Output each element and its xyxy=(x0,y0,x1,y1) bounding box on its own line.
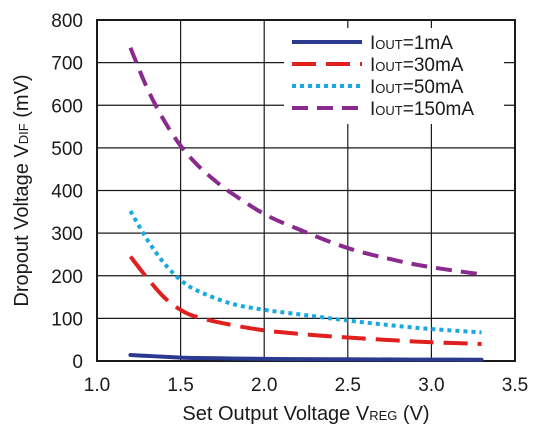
legend-label-suffix: =150mA xyxy=(403,99,475,120)
y-tick-labels: 0 100 200 300 400 500 600 700 800 xyxy=(51,11,83,373)
x-tick-label: 2.0 xyxy=(251,375,277,396)
x-axis-title-unit: (V) xyxy=(397,403,429,425)
x-tick-label: 2.5 xyxy=(335,375,361,396)
legend-label-suffix: =30mA xyxy=(403,55,464,76)
legend-label-subscript: OUT xyxy=(375,37,403,52)
legend-label-subscript: OUT xyxy=(375,81,403,96)
x-tick-label: 3.0 xyxy=(418,375,444,396)
y-tick-label: 700 xyxy=(51,54,83,75)
legend-label: IOUT=50mA xyxy=(370,77,464,98)
y-tick-label: 600 xyxy=(51,96,83,117)
x-axis-title: Set Output Voltage VREG (V) xyxy=(182,403,429,425)
y-axis-title-main: Dropout Voltage V xyxy=(11,144,33,307)
legend-label: IOUT=150mA xyxy=(370,99,474,120)
legend-label-suffix: =50mA xyxy=(403,77,464,98)
legend-label-subscript: OUT xyxy=(375,59,403,74)
y-tick-label: 300 xyxy=(51,224,83,245)
legend-label-prefix: I xyxy=(370,55,375,76)
legend-label-prefix: I xyxy=(370,33,375,54)
x-tick-labels: 1.0 1.5 2.0 2.5 3.0 3.5 xyxy=(84,375,528,396)
y-tick-label: 800 xyxy=(51,11,83,32)
y-tick-label: 0 xyxy=(72,352,83,373)
series-line-1 xyxy=(128,353,484,362)
legend-label-prefix: I xyxy=(370,77,375,98)
x-tick-label: 3.5 xyxy=(502,375,528,396)
x-axis-title-subscript: REG xyxy=(369,408,397,423)
legend-label-suffix: =1mA xyxy=(403,33,453,54)
series-line-3 xyxy=(128,209,482,335)
y-axis-title-subscript: DIF xyxy=(16,123,31,144)
y-tick-label: 100 xyxy=(51,309,83,330)
legend-label-prefix: I xyxy=(370,99,375,120)
y-tick-label: 200 xyxy=(51,267,83,288)
series-layer xyxy=(128,46,484,362)
x-tick-label: 1.0 xyxy=(84,375,110,396)
series-line-2 xyxy=(128,255,482,346)
legend-label-subscript: OUT xyxy=(375,103,403,118)
legend-label: IOUT=30mA xyxy=(370,55,464,76)
legend-label: IOUT=1mA xyxy=(370,33,453,54)
x-tick-label: 1.5 xyxy=(167,375,193,396)
y-tick-label: 500 xyxy=(51,139,83,160)
series-line-4 xyxy=(128,46,482,277)
y-axis-title-unit: (mV) xyxy=(11,74,33,123)
y-axis-title: Dropout Voltage VDIF (mV) xyxy=(11,74,33,306)
x-axis-title-main: Set Output Voltage V xyxy=(182,403,369,425)
y-tick-label: 400 xyxy=(51,182,83,203)
